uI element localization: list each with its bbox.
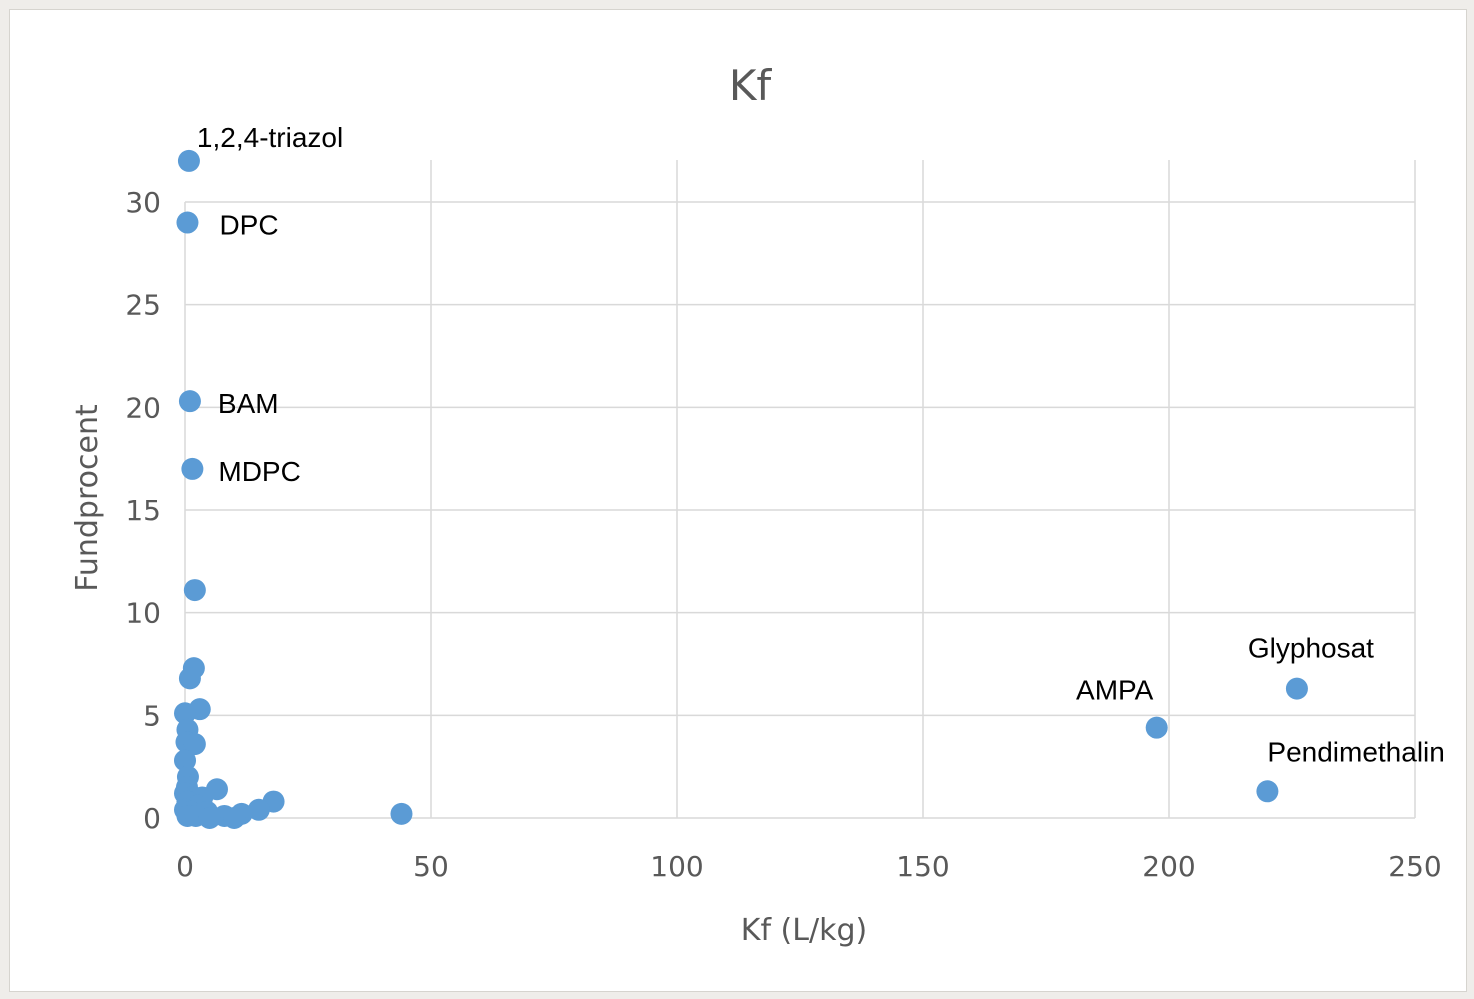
- data-point: [178, 667, 201, 690]
- scatter-chart: 0 5 10 15 20 25 30 0 50 100 150 200 250 Kf Kf (L/kg)…: [70, 61, 1445, 948]
- grid-layer: [184, 160, 1416, 819]
- x-axis-title: Kf (L/kg): [741, 913, 867, 948]
- data-point-label: 1,2,4-triazol: [197, 122, 343, 153]
- y-tick-label: 15: [125, 494, 161, 527]
- data-point-label: Glyphosat: [1248, 633, 1374, 664]
- data-point-label: MDPC: [218, 456, 300, 487]
- data-points: [174, 149, 1308, 829]
- x-tick-label: 250: [1388, 850, 1441, 883]
- y-tick-label: 25: [125, 289, 161, 322]
- data-point-label: DPC: [219, 210, 278, 241]
- x-tick-label: 0: [176, 850, 194, 883]
- data-point: [174, 749, 196, 772]
- y-tick-label: 20: [125, 391, 161, 424]
- data-point: [174, 702, 196, 725]
- data-point-label: AMPA: [1076, 675, 1154, 706]
- x-tick-label: 100: [650, 850, 703, 883]
- x-tick-label: 50: [413, 850, 449, 883]
- y-tick-label: 10: [125, 597, 161, 630]
- y-tick-label: 5: [143, 699, 161, 732]
- point-labels: 1,2,4-triazol DPC BAM MDPC Glyphosat AMPA Pend…: [197, 122, 1445, 767]
- data-point: [1256, 780, 1279, 803]
- x-tick-label: 150: [896, 850, 949, 883]
- tick-labels: 0 5 10 15 20 25 30 0 50 100 150 200 250: [125, 186, 1441, 883]
- data-point: [198, 807, 221, 829]
- data-point: [1145, 716, 1168, 739]
- chart-frame: 0 5 10 15 20 25 30 0 50 100 150 200 250 Kf Kf (L/kg)…: [9, 9, 1467, 992]
- data-point: [247, 798, 270, 821]
- x-tick-label: 200: [1142, 850, 1195, 883]
- data-point: [390, 802, 413, 825]
- data-point-label: BAM: [218, 388, 279, 419]
- data-point: [1285, 677, 1308, 700]
- y-axis-title: Fundprocent: [70, 404, 105, 592]
- data-point: [183, 733, 206, 756]
- data-point-label: Pendimethalin: [1267, 736, 1444, 767]
- y-tick-label: 30: [125, 186, 161, 219]
- data-point: [223, 807, 246, 829]
- data-point: [178, 390, 201, 413]
- y-tick-label: 0: [143, 802, 161, 835]
- data-point: [177, 149, 200, 172]
- data-point: [181, 457, 204, 480]
- data-point: [176, 211, 199, 234]
- data-point: [183, 579, 206, 602]
- chart-title: Kf: [729, 61, 773, 110]
